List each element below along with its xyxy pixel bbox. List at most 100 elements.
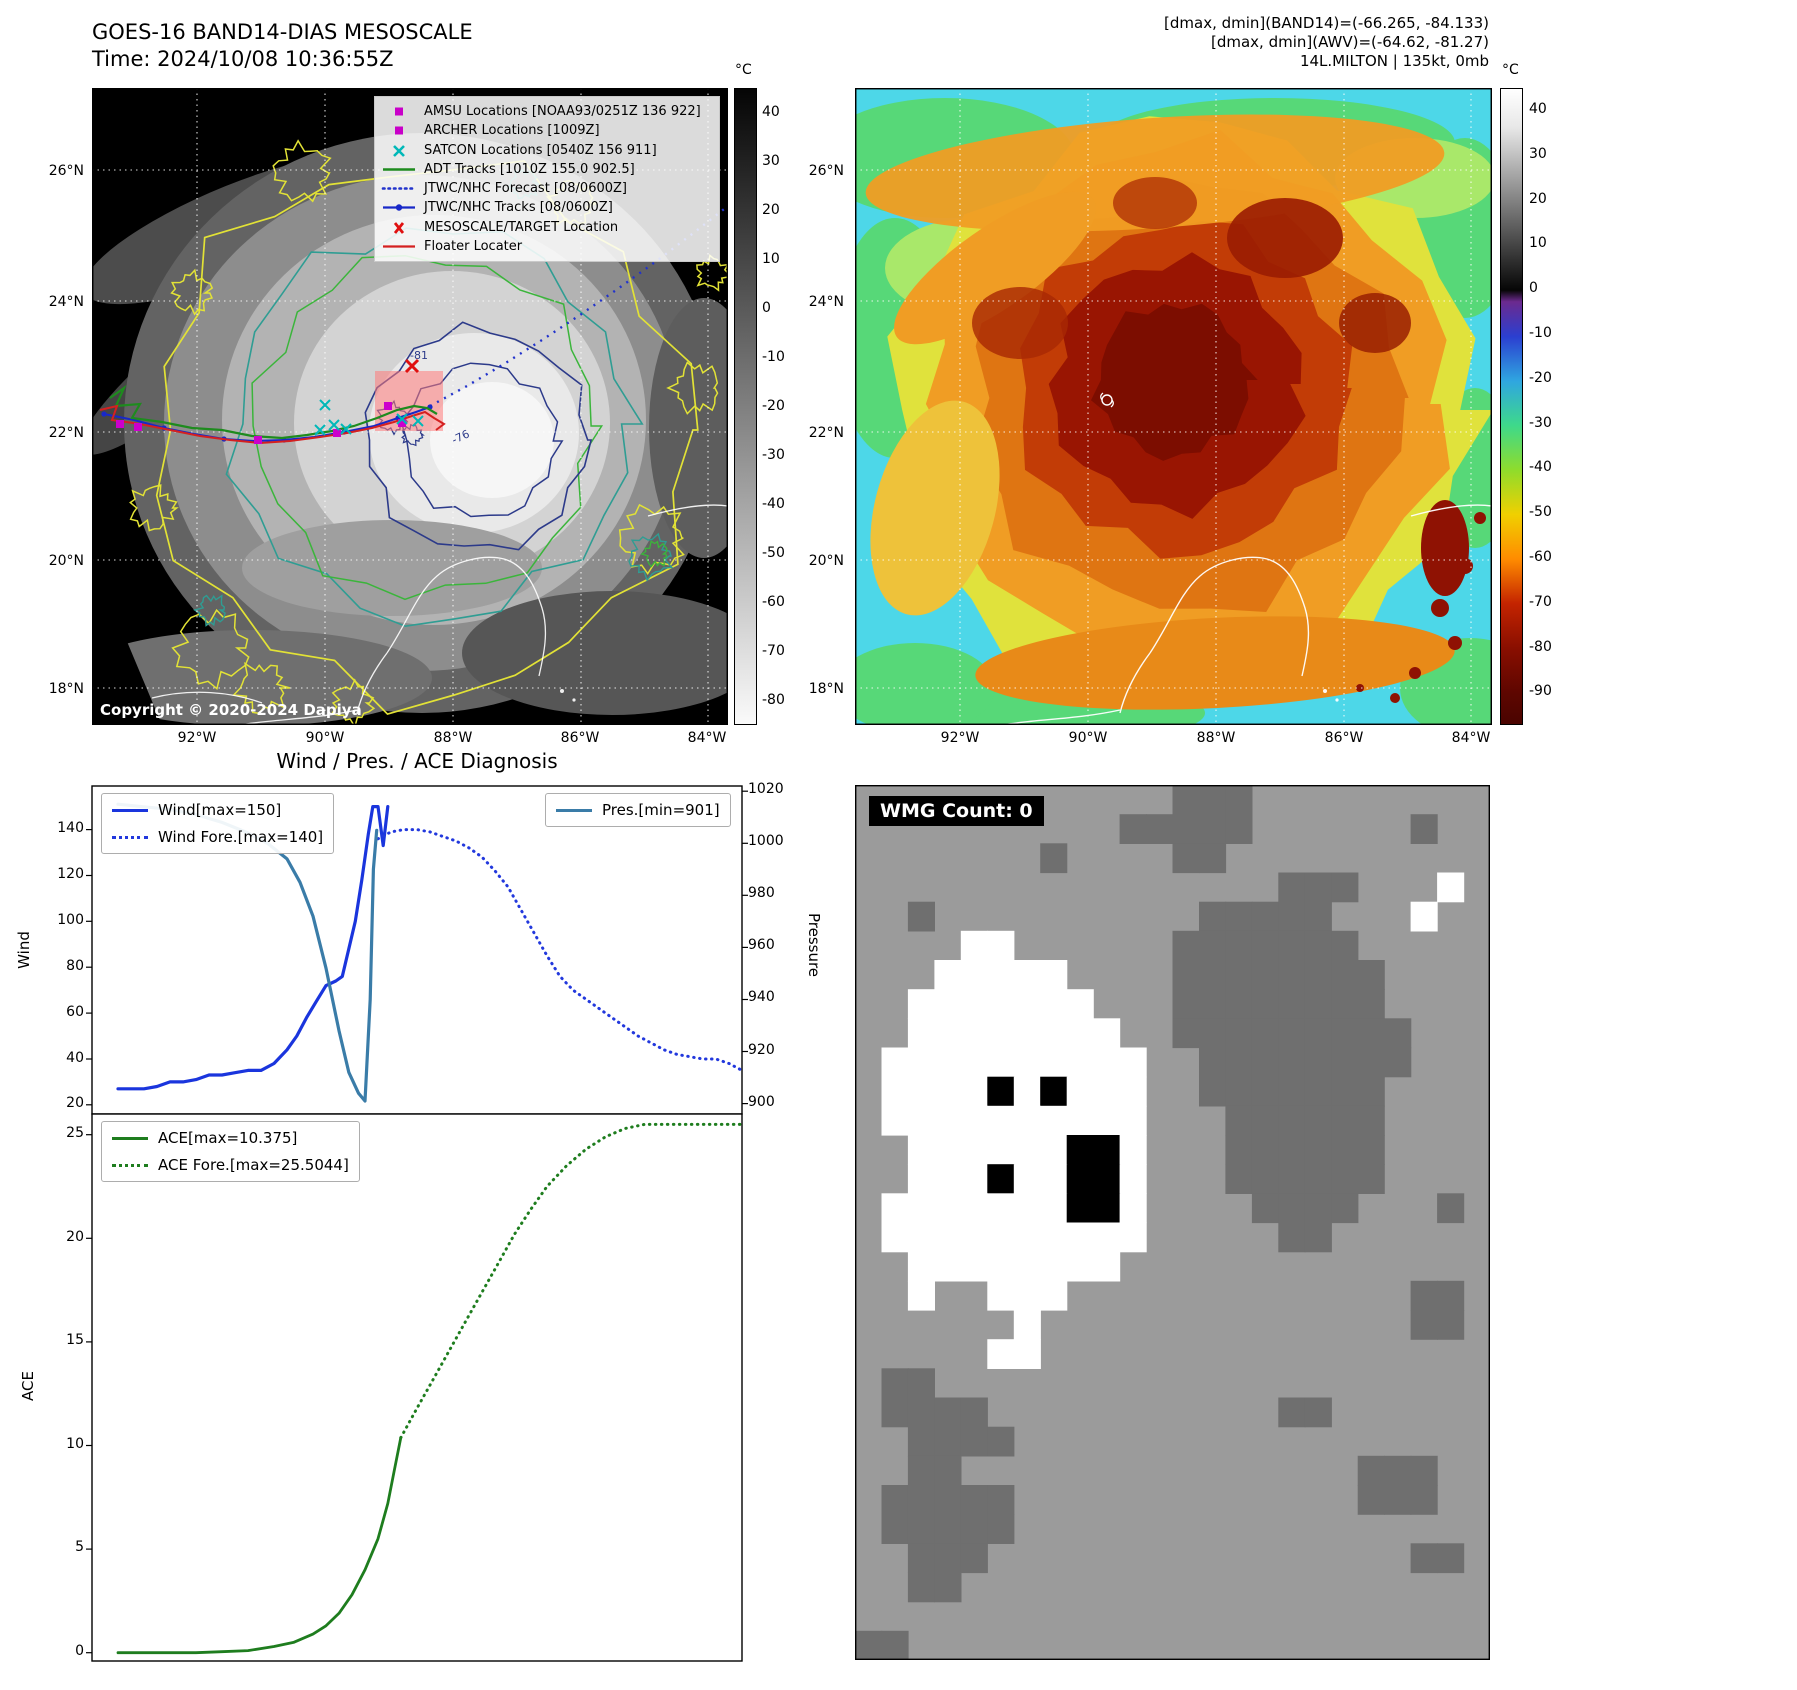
- colorbar-tick-label: -20: [762, 398, 785, 414]
- legend-label: ACE Fore.[max=25.5044]: [158, 1156, 349, 1174]
- wind-axis-label: Wind: [15, 931, 33, 969]
- pressure-tick-label: 900: [748, 1093, 775, 1110]
- pressure-tick-label: 940: [748, 989, 775, 1006]
- coastlines: [151, 504, 728, 725]
- colorbar-unit-label: °C: [1502, 62, 1519, 78]
- colorbar-tick-label: -50: [762, 545, 785, 561]
- legend-row: Floater Locater: [381, 237, 713, 256]
- lat-tick-label: 26°N: [808, 163, 844, 179]
- wind-tick-label: 60: [66, 1003, 84, 1020]
- lat-tick-label: 20°N: [808, 553, 844, 569]
- dot-blue-icon: [381, 181, 417, 196]
- legend-row: Wind Fore.[max=140]: [112, 828, 323, 846]
- legend-label: Wind Fore.[max=140]: [158, 828, 324, 846]
- sq-magenta-icon: [381, 123, 417, 138]
- ace-tick-label: 10: [66, 1435, 84, 1452]
- sq-magenta-icon: [381, 104, 417, 119]
- pressure-tick-label: 1000: [748, 833, 784, 850]
- colorbar-tick-label: 0: [762, 300, 771, 316]
- colorbar-tick-label: -30: [762, 447, 785, 463]
- legend-label: ARCHER Locations [1009Z]: [424, 123, 600, 139]
- colorbar-tick-label: -40: [1529, 459, 1552, 476]
- contour-label: -81: [410, 349, 428, 362]
- lon-tick-label: 88°W: [433, 730, 473, 746]
- legend-label: JTWC/NHC Tracks [08/0600Z]: [424, 200, 613, 216]
- lon-tick-label: 84°W: [687, 730, 727, 746]
- amsu-archer-markers: [116, 402, 406, 444]
- line-green-icon: [381, 162, 417, 177]
- lon-tick-label: 92°W: [940, 730, 980, 746]
- colorbar-tick-label: 40: [1529, 101, 1547, 117]
- colorbar-tick-label: -30: [1529, 414, 1552, 431]
- colorbar-unit-label: °C: [735, 62, 752, 78]
- wmg-count-badge: WMG Count: 0: [869, 796, 1044, 826]
- colorbar-tick-label: -80: [1529, 638, 1552, 655]
- pressure-legend: Pres.[min=901]: [545, 793, 731, 827]
- wind-tick-label: 100: [57, 911, 84, 928]
- wind-tick-label: 120: [57, 865, 84, 882]
- wind-tick-label: 140: [57, 820, 84, 836]
- legend-row: ARCHER Locations [1009Z]: [381, 121, 713, 140]
- forecast-track: [429, 205, 728, 408]
- lon-tick-label: 86°W: [1324, 730, 1364, 746]
- colorbar-tick-label: 30: [762, 153, 780, 169]
- ace-tick-label: 15: [66, 1332, 84, 1349]
- panel-subtitle-time: Time: 2024/10/08 10:36:55Z: [92, 47, 394, 71]
- enhanced-ir-satellite-image: [855, 88, 1492, 725]
- satcon-markers: [314, 399, 424, 436]
- legend-label: ACE[max=10.375]: [158, 1129, 298, 1147]
- lat-tick-label: 20°N: [48, 553, 84, 569]
- legend-row: ACE[max=10.375]: [112, 1129, 349, 1147]
- legend-label: SATCON Locations [0540Z 156 911]: [424, 142, 657, 158]
- legend-row: JTWC/NHC Tracks [08/0600Z]: [381, 198, 713, 217]
- storm-center-marker: [1100, 392, 1114, 408]
- diagnosis-title: Wind / Pres. / ACE Diagnosis: [276, 749, 558, 773]
- pressure-axis-label: Pressure: [805, 912, 823, 978]
- colorbar-tick-label: -60: [1529, 549, 1552, 565]
- pressure-tick-label: 920: [748, 1041, 775, 1058]
- legend-label: AMSU Locations [NOAA93/0251Z 136 922]: [424, 104, 701, 119]
- lon-tick-label: 86°W: [560, 730, 600, 746]
- colorbar-tick-label: -70: [762, 643, 785, 659]
- colorbar-tick-label: 20: [1529, 190, 1547, 207]
- dmax-dmin-awv: [dmax, dmin](AWV)=(-64.62, -81.27): [1210, 33, 1489, 51]
- lat-tick-label: 22°N: [48, 425, 84, 441]
- legend-row: Pres.[min=901]: [556, 801, 720, 819]
- enhanced-ir-colorbar: [1500, 88, 1523, 725]
- grayscale-colorbar: [734, 88, 757, 725]
- map-legend: AMSU Locations [NOAA93/0251Z 136 922] ARC…: [374, 96, 720, 262]
- lat-tick-label: 24°N: [808, 294, 844, 310]
- lon-tick-label: 90°W: [1068, 730, 1108, 746]
- ace-tick-label: 25: [66, 1125, 84, 1141]
- panel-title: GOES-16 BAND14-DIAS MESOSCALE: [92, 20, 473, 44]
- lat-tick-label: 18°N: [808, 681, 844, 697]
- wmg-count-panel: [855, 785, 1490, 1660]
- ace-tick-label: 20: [66, 1228, 84, 1245]
- legend-label: Pres.[min=901]: [602, 801, 720, 819]
- colorbar-tick-label: 10: [762, 251, 780, 267]
- colorbar-tick-label: -20: [1529, 369, 1552, 386]
- colorbar-tick-label: -50: [1529, 504, 1552, 521]
- legend-label: JTWC/NHC Forecast [08/0600Z]: [424, 181, 627, 197]
- legend-row: AMSU Locations [NOAA93/0251Z 136 922]: [381, 102, 713, 121]
- x-red-icon: [381, 220, 417, 235]
- legend-label: MESOSCALE/TARGET Location: [424, 219, 619, 235]
- wind-tick-label: 20: [66, 1095, 84, 1112]
- colorbar-tick-label: 30: [1529, 145, 1547, 162]
- linedot-blue-icon: [381, 200, 417, 215]
- line-swatch-icon: [112, 835, 148, 839]
- line-swatch-icon: [112, 808, 148, 812]
- x-cyan-icon: [381, 143, 417, 158]
- colorbar-tick-label: -60: [762, 594, 785, 610]
- colorbar-tick-label: 40: [762, 104, 780, 120]
- legend-row: MESOSCALE/TARGET Location: [381, 218, 713, 237]
- warm-specks: [1356, 512, 1486, 703]
- colorbar-tick-label: -80: [762, 692, 785, 708]
- swath-edge: [92, 558, 162, 725]
- ace-tick-label: 0: [75, 1643, 84, 1659]
- colorbar-tick-label: -90: [1529, 683, 1552, 700]
- legend-row: ACE Fore.[max=25.5044]: [112, 1156, 349, 1174]
- line-swatch-icon: [112, 1163, 148, 1167]
- legend-label: Wind[max=150]: [158, 801, 282, 819]
